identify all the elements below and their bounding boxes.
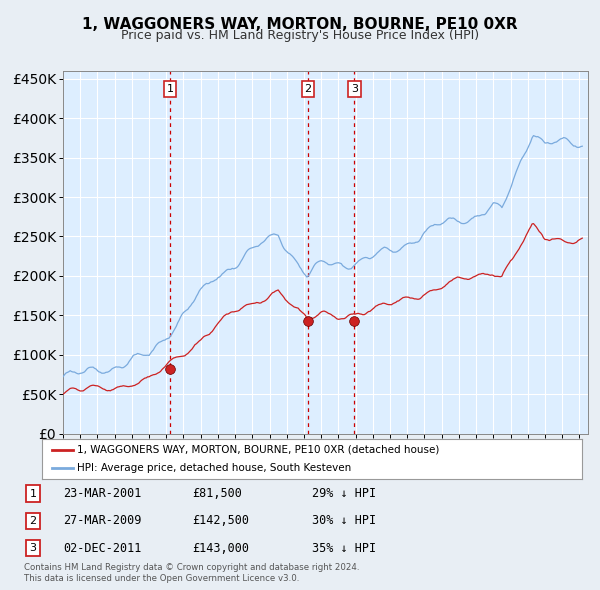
- Text: 30% ↓ HPI: 30% ↓ HPI: [312, 514, 376, 527]
- Text: £81,500: £81,500: [192, 487, 242, 500]
- Text: 1: 1: [167, 84, 173, 94]
- Text: £142,500: £142,500: [192, 514, 249, 527]
- Text: 1, WAGGONERS WAY, MORTON, BOURNE, PE10 0XR: 1, WAGGONERS WAY, MORTON, BOURNE, PE10 0…: [82, 17, 518, 31]
- Text: 29% ↓ HPI: 29% ↓ HPI: [312, 487, 376, 500]
- Text: 3: 3: [29, 543, 37, 553]
- Text: 02-DEC-2011: 02-DEC-2011: [63, 542, 142, 555]
- Text: 3: 3: [351, 84, 358, 94]
- Text: 27-MAR-2009: 27-MAR-2009: [63, 514, 142, 527]
- Text: This data is licensed under the Open Government Licence v3.0.: This data is licensed under the Open Gov…: [24, 574, 299, 583]
- Text: Contains HM Land Registry data © Crown copyright and database right 2024.: Contains HM Land Registry data © Crown c…: [24, 563, 359, 572]
- Text: 2: 2: [29, 516, 37, 526]
- Text: 23-MAR-2001: 23-MAR-2001: [63, 487, 142, 500]
- Text: 1, WAGGONERS WAY, MORTON, BOURNE, PE10 0XR (detached house): 1, WAGGONERS WAY, MORTON, BOURNE, PE10 0…: [77, 445, 439, 455]
- Text: Price paid vs. HM Land Registry's House Price Index (HPI): Price paid vs. HM Land Registry's House …: [121, 30, 479, 42]
- Text: 2: 2: [304, 84, 311, 94]
- Text: HPI: Average price, detached house, South Kesteven: HPI: Average price, detached house, Sout…: [77, 463, 352, 473]
- Text: 1: 1: [29, 489, 37, 499]
- Text: 35% ↓ HPI: 35% ↓ HPI: [312, 542, 376, 555]
- Text: £143,000: £143,000: [192, 542, 249, 555]
